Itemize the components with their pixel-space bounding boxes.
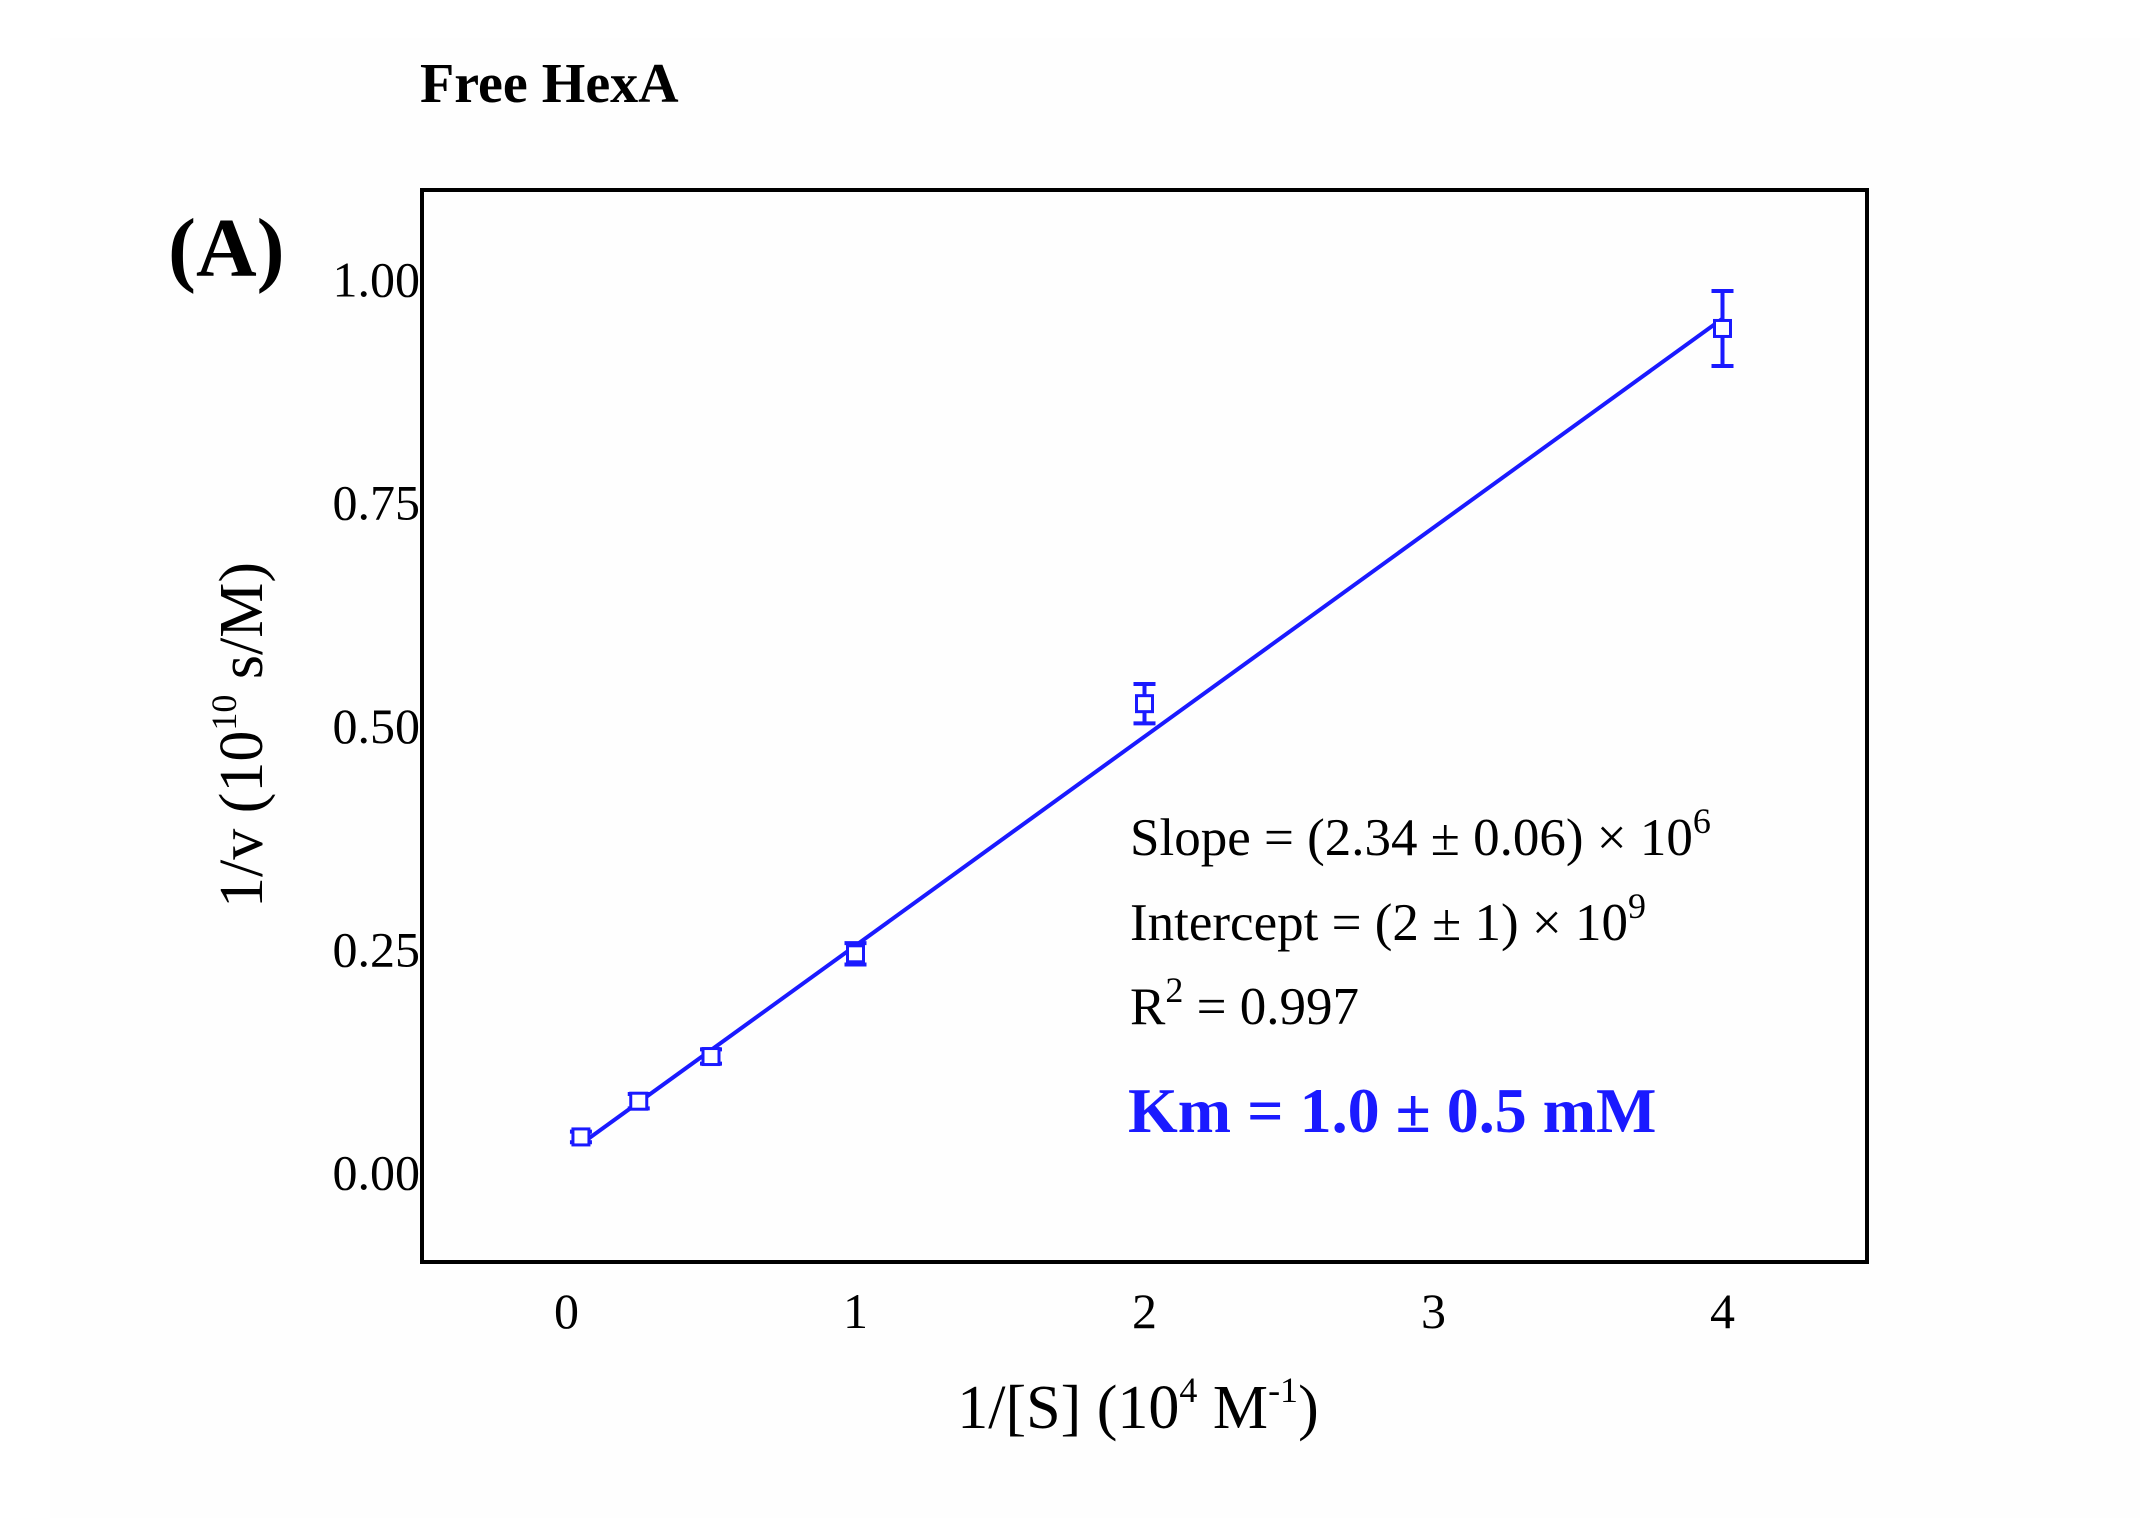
plot-area-frame (420, 188, 1869, 1264)
slope-annotation-exponent: 6 (1693, 801, 1711, 841)
fit-line (579, 317, 1724, 1146)
r-squared-annotation-exponent: 2 (1165, 970, 1183, 1010)
series-layer (569, 288, 1734, 1147)
data-point (571, 1127, 591, 1147)
slope-annotation: Slope = (2.34 ± 0.06) × 106 (1130, 801, 1711, 867)
chart-title: Free HexA (420, 53, 679, 115)
x-axis-title-mid: M (1197, 1374, 1268, 1442)
data-point (1713, 318, 1732, 338)
y-axis-title-main: 1/v (10 (208, 731, 276, 908)
y-axis-ticks: 0.00 0.25 0.50 0.75 1.00 (333, 251, 421, 1200)
intercept-annotation-main: Intercept = (2 ± 1) × 10 (1130, 894, 1628, 952)
km-annotation: Km = 1.0 ± 0.5 mM (1128, 1075, 1656, 1146)
panel-label: (A) (168, 202, 285, 295)
y-tick-label: 1.00 (333, 251, 421, 307)
y-tick-label: 0.25 (333, 921, 421, 977)
x-axis-title-end: ) (1298, 1374, 1319, 1442)
slope-annotation-main: Slope = (2.34 ± 0.06) × 10 (1130, 809, 1693, 867)
r-squared-annotation-prefix: R (1130, 978, 1166, 1036)
x-tick-label: 2 (1132, 1283, 1157, 1339)
data-point (701, 1047, 721, 1067)
x-tick-label: 1 (843, 1283, 868, 1339)
y-axis-title-end: s/M) (208, 562, 276, 695)
r-squared-annotation: R2 = 0.997 (1130, 970, 1359, 1036)
x-axis-title-exponent-2: -1 (1268, 1370, 1298, 1410)
x-axis-title-exponent-1: 4 (1179, 1370, 1197, 1410)
x-axis-ticks: 0 1 2 3 4 (554, 1283, 1735, 1339)
y-tick-label: 0.75 (333, 475, 421, 531)
x-tick-label: 3 (1421, 1283, 1446, 1339)
y-tick-label: 0.00 (333, 1145, 421, 1201)
intercept-annotation-exponent: 9 (1628, 886, 1646, 926)
x-tick-label: 4 (1710, 1283, 1735, 1339)
y-axis-title-exponent: 10 (204, 695, 244, 731)
data-point (629, 1091, 649, 1111)
y-tick-label: 0.50 (333, 698, 421, 754)
r-squared-annotation-value: = 0.997 (1183, 978, 1359, 1036)
data-point (846, 944, 865, 964)
figure-background (50, 38, 2140, 1518)
data-point (1135, 694, 1154, 714)
x-tick-label: 0 (554, 1283, 579, 1339)
x-axis-title: 1/[S] (104 M-1) (957, 1370, 1318, 1442)
y-axis-title: 1/v (1010 s/M) (204, 562, 276, 908)
x-axis-title-main: 1/[S] (10 (957, 1374, 1179, 1442)
intercept-annotation: Intercept = (2 ± 1) × 109 (1130, 886, 1646, 952)
